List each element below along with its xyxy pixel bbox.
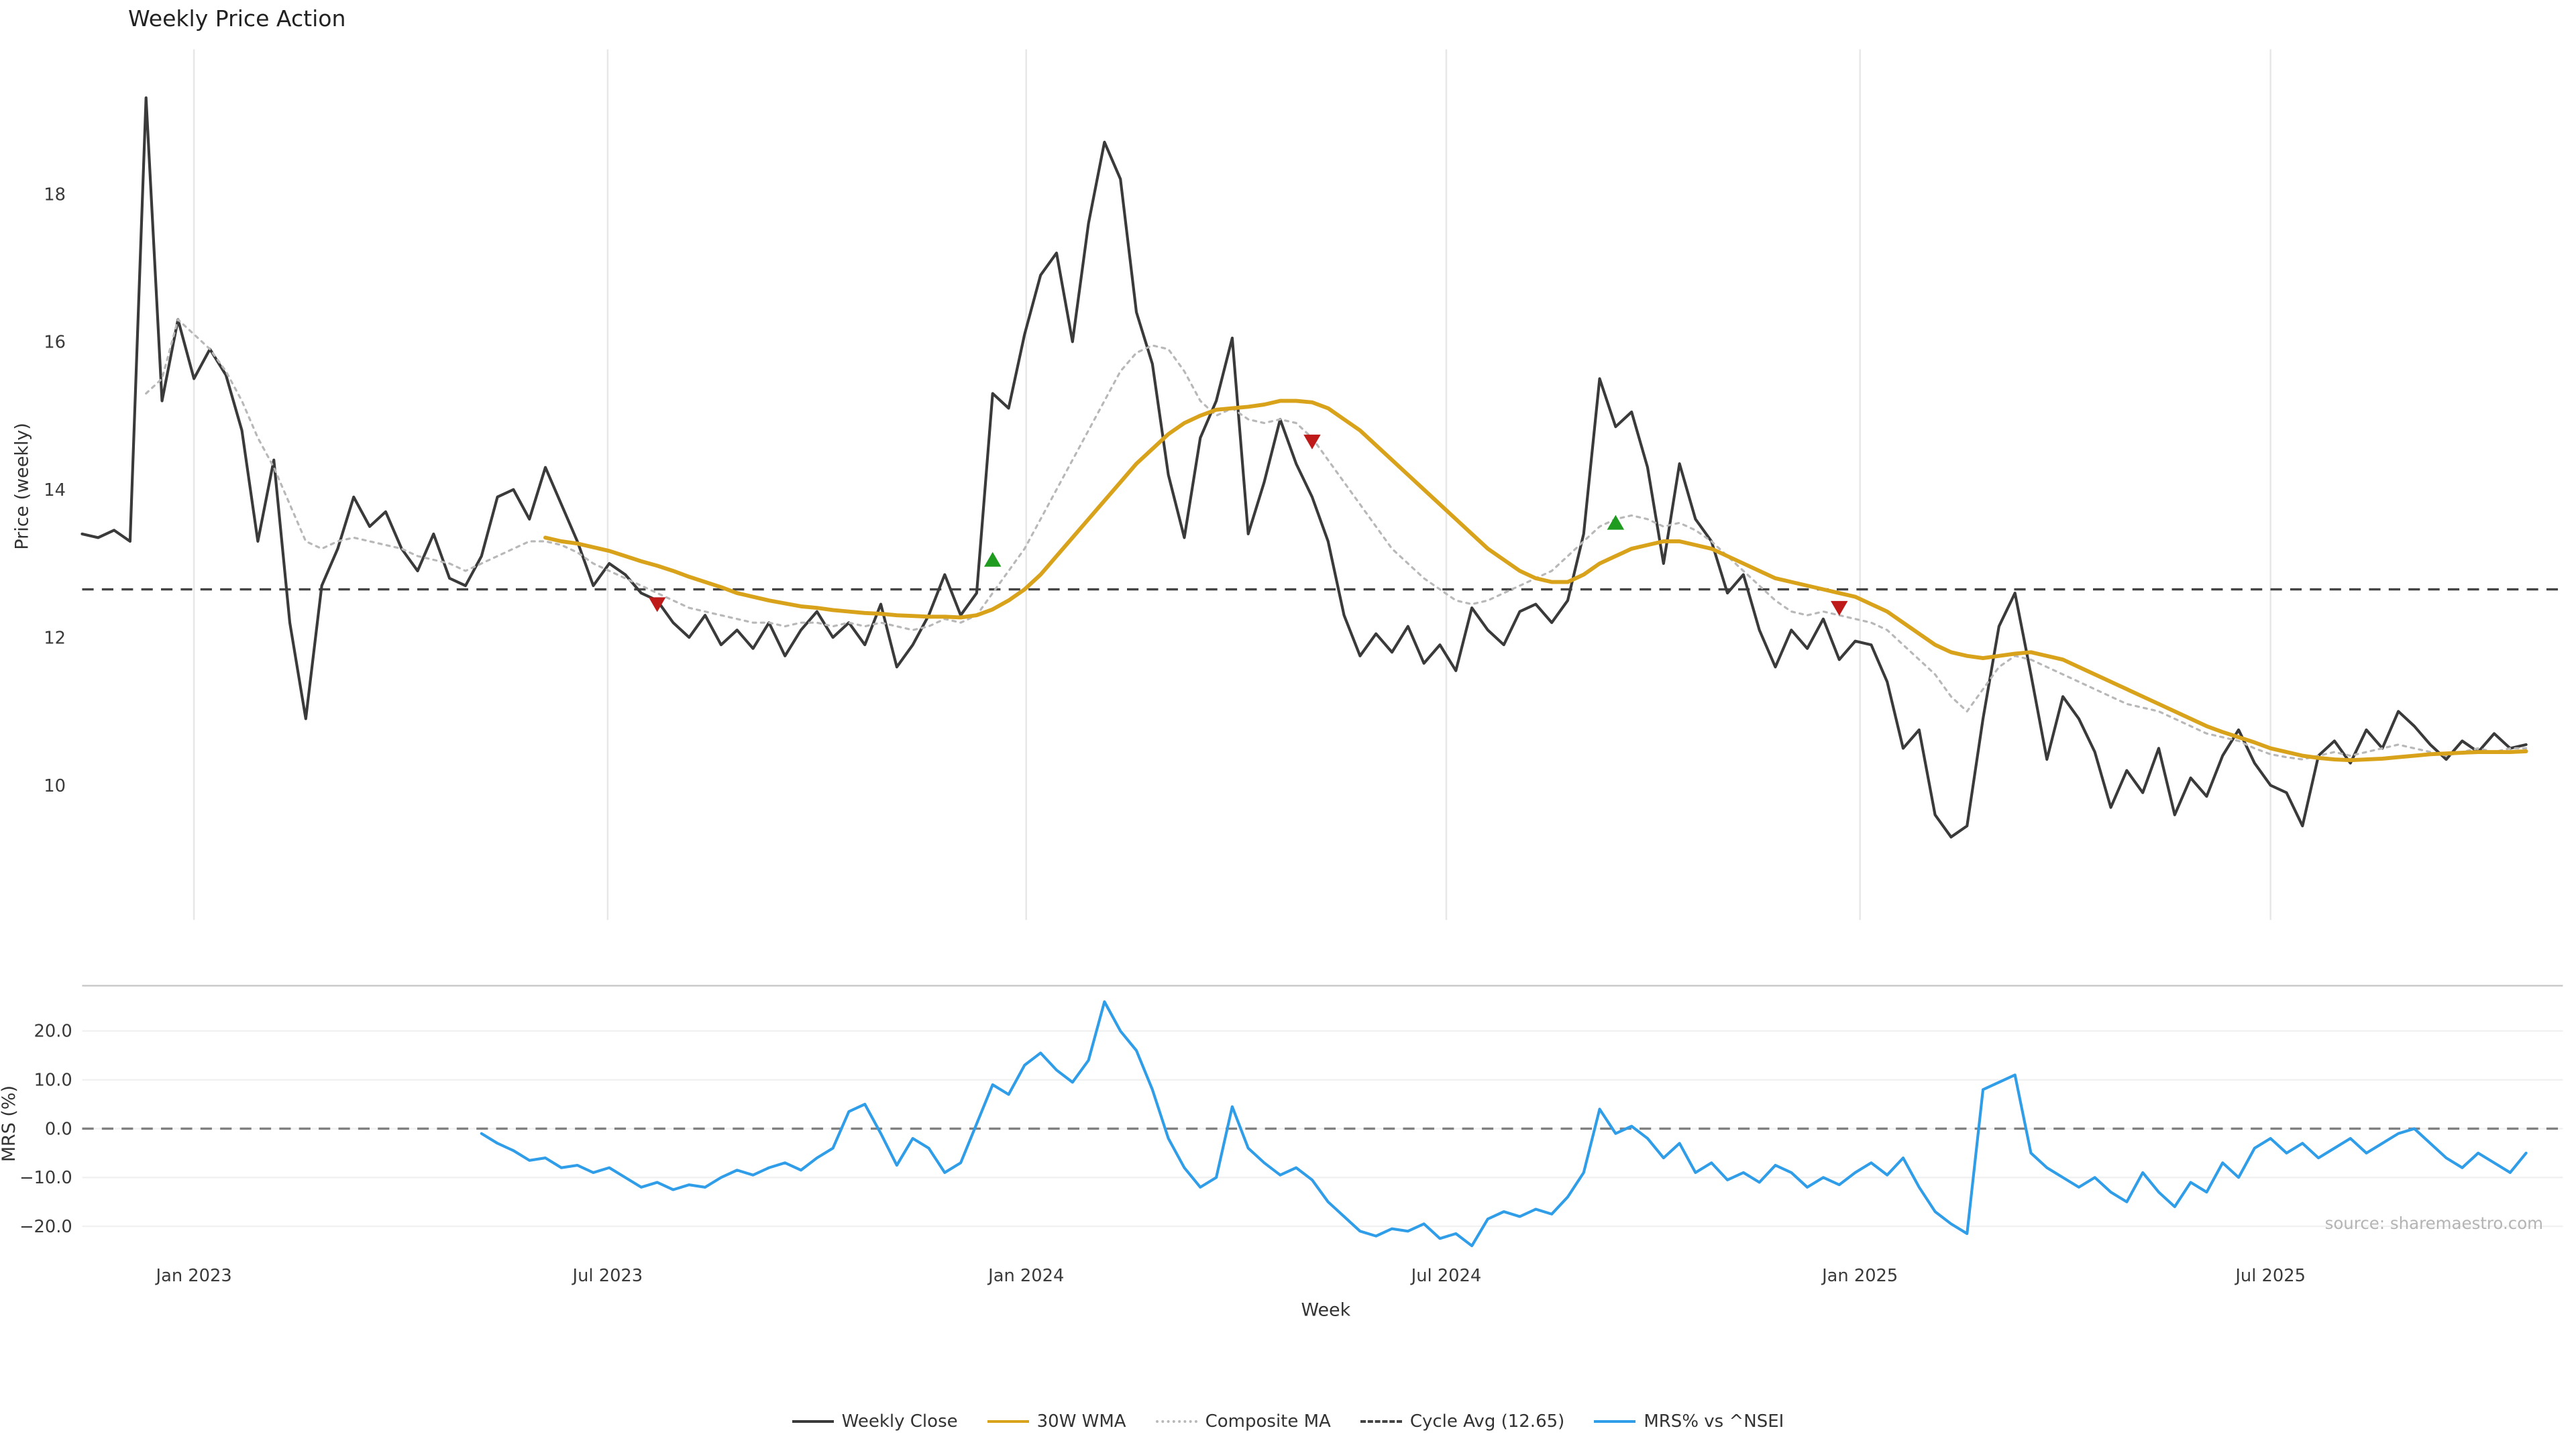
chart-title: Weekly Price Action (128, 5, 345, 32)
x-tick-label-jan-2023: Jan 2023 (155, 1266, 232, 1286)
mrs-tick-label: 0.0 (45, 1119, 72, 1139)
legend-item-30w-wma: 30W WMA (987, 1411, 1126, 1432)
legend-label: MRS% vs ^NSEI (1644, 1411, 1784, 1432)
price-tick-label: 14 (44, 480, 66, 500)
series-group (80, 96, 2528, 1248)
price-tick-label: 10 (44, 776, 66, 796)
composite-ma-line-swatch-icon (1155, 1420, 1197, 1423)
x-tick-label-jul-2024: Jul 2024 (1410, 1266, 1482, 1286)
source-watermark: source: sharemaestro.com (2325, 1214, 2543, 1233)
signal-markers-group (648, 434, 1848, 616)
sell-signal-icon (1830, 600, 1848, 616)
price-axis-label: Price (weekly) (12, 423, 33, 549)
series-30w-wma (543, 398, 2528, 763)
x-tick-label-jul-2023: Jul 2023 (572, 1266, 643, 1286)
reference-lines-group (82, 588, 2563, 1130)
legend: Weekly Close 30W WMA Composite MA Cycle … (0, 1411, 2576, 1432)
legend-label: Composite MA (1205, 1411, 1331, 1432)
legend-item-cycle-avg: Cycle Avg (12.65) (1360, 1411, 1564, 1432)
tick-labels-group: 18 16 14 12 10 20.0 10.0 0.0 −10.0 −20.0 Jan 2023 J… (19, 184, 2306, 1286)
legend-label: Cycle Avg (12.65) (1409, 1411, 1565, 1432)
mrs-axis-label: MRS (%) (0, 1085, 19, 1162)
buy-signal-icon (983, 551, 1002, 567)
mrs-tick-label: −10.0 (19, 1168, 72, 1188)
price-tick-label: 18 (44, 184, 66, 205)
legend-item-composite-ma: Composite MA (1155, 1411, 1331, 1432)
sell-signal-icon (648, 597, 666, 612)
mrs-line-swatch-icon (1594, 1420, 1636, 1423)
legend-label: 30W WMA (1036, 1411, 1126, 1432)
cycle-avg-line-swatch-icon (1360, 1420, 1402, 1423)
legend-label: Weekly Close (841, 1411, 958, 1432)
price-tick-label: 16 (44, 333, 66, 353)
x-tick-label-jan-2024: Jan 2024 (987, 1266, 1064, 1286)
legend-item-weekly-close: Weekly Close (792, 1411, 958, 1432)
wma-line-swatch-icon (987, 1420, 1029, 1423)
price-tick-label: 12 (44, 629, 66, 649)
sell-signal-icon (1303, 434, 1321, 449)
buy-signal-icon (1607, 515, 1625, 530)
legend-item-mrs: MRS% vs ^NSEI (1594, 1411, 1784, 1432)
mrs-tick-label: −20.0 (19, 1217, 72, 1237)
x-tick-label-jan-2025: Jan 2025 (1821, 1266, 1898, 1286)
series-mrs-vs-nsei (480, 1000, 2528, 1248)
gridlines-group (82, 49, 2563, 1228)
weekly-close-line-swatch-icon (792, 1420, 834, 1423)
x-tick-label-jul-2025: Jul 2025 (2234, 1266, 2306, 1286)
mrs-tick-label: 10.0 (34, 1070, 72, 1090)
x-axis-label: Week (1301, 1300, 1350, 1321)
series-weekly-close (80, 96, 2528, 839)
mrs-tick-label: 20.0 (34, 1022, 72, 1042)
series-composite-ma (145, 318, 2528, 761)
